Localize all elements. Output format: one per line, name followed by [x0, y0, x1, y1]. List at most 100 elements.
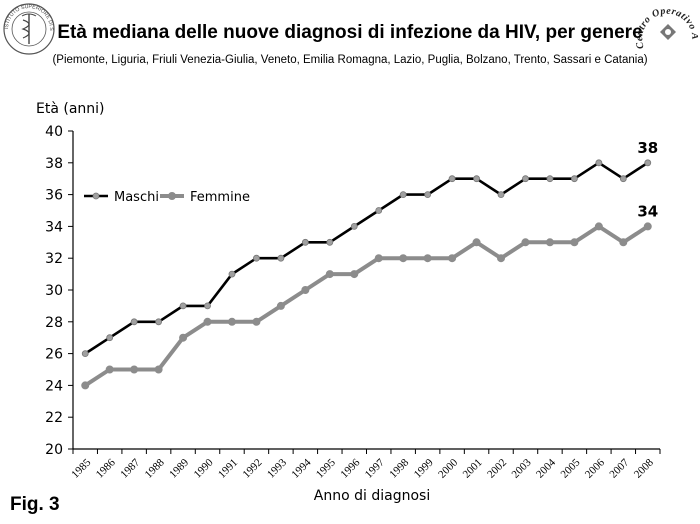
data-point [350, 270, 359, 279]
y-tick-label: 40 [45, 124, 63, 140]
data-point [106, 334, 114, 342]
data-point [472, 238, 481, 247]
data-point [276, 301, 285, 310]
x-tick-label: 2006 [583, 456, 607, 480]
data-point [619, 238, 628, 247]
chart-series: 34 38 [81, 139, 658, 390]
data-point [204, 302, 211, 310]
x-tick-label: 1994 [289, 456, 313, 480]
data-point [203, 317, 212, 326]
x-tick-label: 1991 [216, 457, 240, 481]
data-point [522, 175, 529, 183]
data-point [619, 175, 627, 183]
y-tick-label: 38 [45, 156, 63, 172]
legend-marker [167, 191, 176, 200]
data-label: 34 [637, 202, 658, 220]
coa-logo: Centro Operativo AIDS [636, 2, 698, 50]
x-tick-label: 1993 [265, 456, 289, 480]
data-point [545, 238, 554, 247]
x-tick-label: 2003 [510, 456, 534, 480]
x-tick-label: 1997 [363, 456, 387, 480]
x-tick-label: 2007 [607, 456, 631, 480]
data-point [228, 270, 236, 278]
data-point [179, 302, 187, 310]
x-tick-label: 2008 [632, 456, 656, 480]
x-tick-label: 2000 [436, 456, 460, 480]
data-point [399, 254, 408, 263]
figure-label: Fig. 3 [10, 494, 60, 515]
data-point [326, 238, 334, 246]
data-point [350, 222, 358, 230]
data-point [570, 238, 579, 247]
y-tick-label: 22 [45, 410, 63, 426]
data-point [105, 365, 114, 374]
data-point [130, 365, 139, 374]
data-point [227, 317, 236, 326]
x-axis-label: Anno di diagnosi [314, 488, 430, 504]
data-point [570, 175, 578, 183]
x-tick-label: 1992 [241, 457, 265, 481]
x-tick-label: 1987 [118, 456, 142, 480]
data-point [546, 175, 554, 183]
data-point [497, 191, 505, 199]
data-point [644, 159, 652, 167]
series-femmine: 34 [81, 202, 658, 390]
y-tick-label: 36 [45, 188, 63, 204]
data-point [473, 175, 480, 183]
x-tick-label: 2005 [558, 456, 582, 480]
series-line [84, 161, 649, 355]
data-point [594, 222, 603, 231]
x-tick-label: 1989 [167, 456, 191, 480]
data-point [399, 191, 407, 199]
x-tick-label: 1988 [143, 456, 167, 480]
chart-legend: Maschi Femmine [84, 190, 250, 205]
chart-title: Età mediana delle nuove diagnosi di infe… [57, 22, 643, 43]
y-tick-label: 32 [45, 251, 63, 267]
legend-item-maschi: Maschi [84, 190, 159, 205]
data-point [252, 317, 261, 326]
data-point [643, 222, 652, 231]
y-tick-label: 34 [45, 219, 63, 235]
data-point [277, 254, 285, 262]
x-tick-label: 2002 [485, 457, 509, 481]
data-point [130, 318, 138, 326]
y-tick-label: 30 [45, 283, 63, 299]
y-tick-label: 26 [45, 347, 63, 363]
data-point [155, 318, 163, 326]
data-point [301, 238, 309, 246]
x-tick-label: 1986 [94, 456, 118, 480]
series-line [84, 224, 649, 388]
y-tick-label: 24 [45, 378, 63, 394]
iss-logo: ISTITUTO SUPERIORE DI SANITÀ [2, 2, 55, 55]
x-tick-label: 1995 [314, 456, 338, 480]
y-tick-label: 28 [45, 315, 63, 331]
x-tick-label: 1985 [69, 456, 93, 480]
data-label: 38 [637, 139, 658, 157]
x-tick-label: 2001 [461, 457, 485, 481]
legend-label: Femmine [190, 190, 250, 205]
data-point [325, 270, 334, 279]
data-point [374, 254, 383, 263]
y-tick-label: 20 [45, 442, 63, 458]
legend-label: Maschi [114, 190, 159, 205]
x-tick-label: 2004 [534, 456, 558, 480]
data-point [375, 207, 383, 214]
data-point [301, 285, 310, 294]
data-point [521, 238, 530, 247]
data-point [81, 381, 90, 390]
data-point [497, 254, 506, 263]
x-tick-label: 1990 [192, 456, 216, 480]
data-point [81, 350, 89, 358]
y-axis-label: Età (anni) [36, 101, 105, 117]
x-tick-label: 1996 [338, 456, 362, 480]
data-point [448, 254, 457, 263]
data-point [595, 159, 603, 167]
chart-subtitle: (Piemonte, Liguria, Friuli Venezia-Giuli… [52, 54, 648, 66]
series-maschi: 38 [81, 139, 658, 358]
legend-marker [92, 192, 100, 200]
data-point [253, 254, 260, 262]
legend-item-femmine: Femmine [160, 190, 250, 205]
data-point [448, 175, 456, 183]
x-tick-label: 1998 [387, 456, 411, 480]
